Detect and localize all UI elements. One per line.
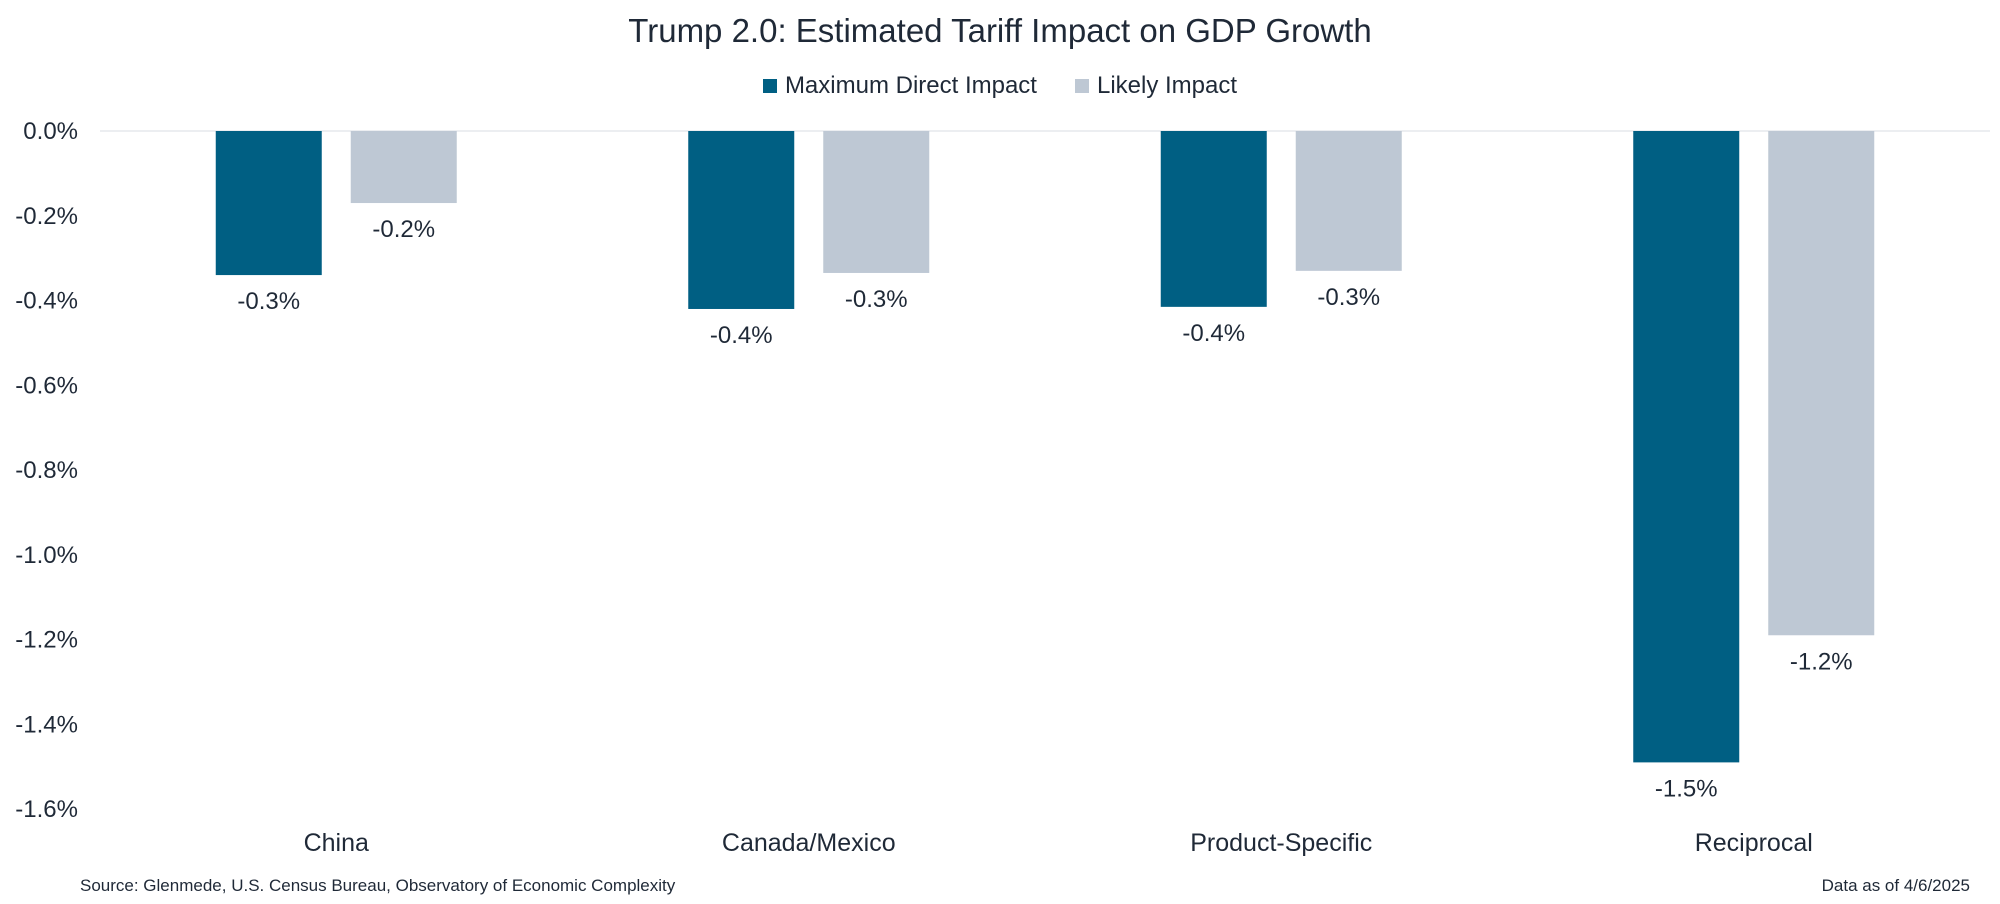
bar-value-label: -0.3% — [1317, 284, 1380, 311]
bar-max-direct — [215, 131, 322, 276]
legend: Maximum Direct Impact Likely Impact — [0, 72, 2000, 100]
x-category-label: Product-Specific — [1190, 829, 1372, 857]
bar-value-label: -0.4% — [710, 322, 773, 349]
legend-item-likely: Likely Impact — [1074, 72, 1238, 100]
y-tick-label: -0.6% — [15, 372, 78, 399]
legend-label-max-direct: Maximum Direct Impact — [784, 72, 1037, 99]
bar-max-direct — [1160, 131, 1267, 307]
bar-max-direct — [688, 131, 795, 309]
source-note: Source: Glenmede, U.S. Census Bureau, Ob… — [80, 876, 676, 895]
y-tick-label: -1.4% — [15, 711, 78, 738]
y-tick-label: -1.6% — [15, 796, 78, 823]
bar-value-label: -0.3% — [845, 286, 908, 313]
chart-title: Trump 2.0: Estimated Tariff Impact on GD… — [628, 12, 1372, 49]
bar-max-direct — [1633, 131, 1740, 763]
y-tick-label: -0.2% — [15, 203, 78, 230]
bar-likely — [823, 131, 930, 273]
legend-label-likely: Likely Impact — [1096, 72, 1238, 99]
y-tick-label: -1.0% — [15, 542, 78, 569]
bar-likely — [350, 131, 457, 204]
bar-value-label: -1.5% — [1655, 775, 1718, 802]
bar-value-label: -0.4% — [1182, 320, 1245, 347]
legend-swatch-likely — [1074, 79, 1089, 93]
legend-swatch-max-direct — [762, 79, 777, 93]
x-category-label: Reciprocal — [1695, 829, 1813, 857]
bar-value-label: -0.2% — [372, 216, 435, 243]
y-tick-label: -0.8% — [15, 457, 78, 484]
x-category-label: Canada/Mexico — [722, 829, 896, 857]
legend-item-max-direct: Maximum Direct Impact — [762, 72, 1037, 100]
bar-likely — [1295, 131, 1402, 271]
y-tick-label: -0.4% — [15, 288, 78, 315]
bar-value-label: -0.3% — [237, 288, 300, 315]
y-tick-label: 0.0% — [23, 118, 78, 145]
data-date-note: Data as of 4/6/2025 — [1821, 876, 1970, 895]
x-category-label: China — [304, 829, 369, 857]
bar-likely — [1768, 131, 1875, 636]
bar-value-label: -1.2% — [1790, 648, 1853, 675]
y-tick-label: -1.2% — [15, 627, 78, 654]
